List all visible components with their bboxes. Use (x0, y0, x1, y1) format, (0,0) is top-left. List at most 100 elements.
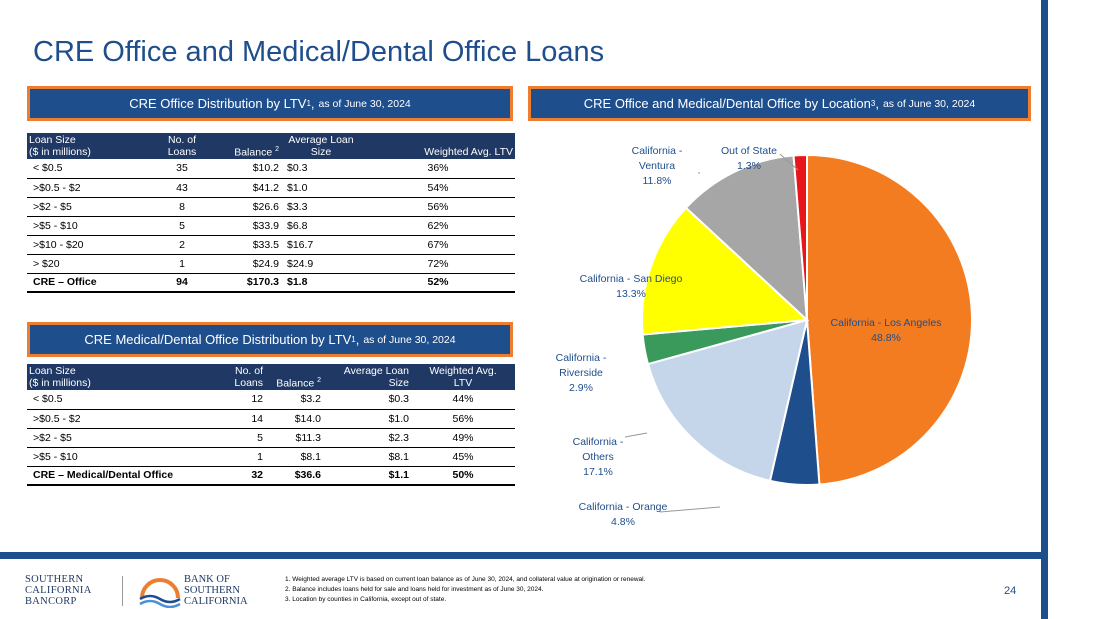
medical-cell-size: >$0.5 - $2 (27, 409, 197, 429)
office-cell-ltv: 52% (361, 273, 515, 293)
medical-cell-avg: $0.3 (323, 390, 411, 410)
medical-cell-size: >$5 - $10 (27, 447, 197, 467)
pie-slice-label: California - Los Angeles 48.8% (831, 317, 942, 344)
office-col-loans: No. of Loans (155, 133, 209, 159)
location-heading-sep: , (875, 96, 879, 111)
medical-cell-size: < $0.5 (27, 390, 197, 410)
pie-slice-label: California -Ventura 11.8% (632, 145, 683, 187)
medical-cell-avg: $2.3 (323, 428, 411, 448)
office-cell-balance: $26.6 (209, 197, 281, 217)
logo1-line: BANCORP (25, 596, 77, 607)
right-accent-bar (1041, 0, 1048, 619)
pie-slice (792, 153, 808, 321)
office-cell-ltv: 62% (361, 216, 515, 236)
office-heading-asof: as of June 30, 2024 (318, 97, 411, 110)
office-cell-balance: $33.5 (209, 235, 281, 255)
page-number: 24 (1004, 585, 1017, 597)
office-heading-sep: , (310, 96, 315, 111)
southern-california-bancorp-logo: SOUTHERN CALIFORNIA BANCORP (25, 574, 92, 607)
medical-table-row: >$0.5 - $2 14 $14.0 $1.0 56% (27, 409, 515, 429)
office-cell-avg: $24.9 (281, 254, 361, 274)
medical-cell-balance: $11.3 (265, 428, 323, 448)
footnote: 1. Weighted average LTV is based on curr… (285, 576, 646, 583)
office-ltv-table: Loan Size ($ in millions) No. of Loans Bal… (27, 133, 515, 293)
medical-cell-size: CRE – Medical/Dental Office (27, 466, 197, 486)
office-cell-ltv: 54% (361, 178, 515, 198)
office-cell-avg: $1.8 (281, 273, 361, 293)
office-cell-ltv: 56% (361, 197, 515, 217)
office-cell-size: < $0.5 (27, 159, 155, 179)
pie-slice (646, 318, 809, 482)
office-cell-avg: $16.7 (281, 235, 361, 255)
medical-heading-asof: as of June 30, 2024 (363, 333, 456, 346)
office-total-row: CRE – Office 94 $170.3 $1.8 52% (27, 273, 515, 293)
pie-slice-label: California -Riverside 2.9% (556, 352, 607, 394)
location-heading-sup: 3 (870, 99, 876, 108)
office-cell-avg: $0.3 (281, 159, 361, 179)
pie-leader-line (659, 506, 721, 513)
office-section-heading: CRE Office Distribution by LTV 1, as of J… (27, 86, 513, 121)
office-cell-size: CRE – Office (27, 273, 155, 293)
logo1-line: CALIFORNIA (25, 585, 92, 596)
medical-cell-balance: $3.2 (265, 390, 323, 410)
logo2-line: SOUTHERN (184, 585, 241, 596)
pie-leader-line (779, 153, 799, 171)
logo2-line: BANK OF (184, 574, 230, 585)
medical-cell-ltv: 50% (411, 466, 515, 486)
office-cell-size: >$0.5 - $2 (27, 178, 155, 198)
office-table-header: Loan Size ($ in millions) No. of Loans Bal… (27, 133, 515, 159)
office-cell-loans: 43 (155, 178, 209, 198)
medical-cell-ltv: 45% (411, 447, 515, 467)
footnote: 3. Location by counties in California, e… (285, 596, 447, 603)
logo1-line: SOUTHERN (25, 574, 84, 585)
bottom-accent-bar (0, 552, 1048, 559)
office-cell-avg: $6.8 (281, 216, 361, 236)
medical-cell-avg: $1.1 (323, 466, 411, 486)
medical-cell-balance: $36.6 (265, 466, 323, 486)
office-cell-balance: $24.9 (209, 254, 281, 274)
medical-table-header: Loan Size ($ in millions) No. of Loans Bal… (27, 364, 515, 390)
medical-col-ltv: Weighted Avg. LTV (411, 364, 515, 390)
bank-of-southern-california-logo: BANK OF SOUTHERN CALIFORNIA (184, 574, 248, 607)
medical-cell-size: >$2 - $5 (27, 428, 197, 448)
medical-col-loan-size: Loan Size ($ in millions) (27, 364, 197, 390)
pie-slice-label: California - Orange 4.8% (579, 501, 668, 528)
pie-slice (684, 154, 809, 323)
office-col-avg: Average Loan Size (281, 133, 361, 159)
office-table-row: >$5 - $10 5 $33.9 $6.8 62% (27, 216, 515, 236)
location-section-heading: CRE Office and Medical/Dental Office by … (528, 86, 1031, 121)
office-heading-sup: 1 (306, 99, 311, 108)
office-cell-size: > $20 (27, 254, 155, 274)
logo-divider (122, 576, 123, 606)
medical-cell-balance: $8.1 (265, 447, 323, 467)
medical-col-loans: No. of Loans (197, 364, 265, 390)
location-pie-chart: California - Los Angeles 48.8% California … (556, 145, 973, 528)
medical-cell-avg: $8.1 (323, 447, 411, 467)
office-cell-balance: $33.9 (209, 216, 281, 236)
pie-slice-label: California - San Diego 13.3% (580, 273, 683, 300)
medical-col-avg: Average Loan Size (323, 364, 411, 390)
office-table-row: > $20 1 $24.9 $24.9 72% (27, 254, 515, 274)
medical-cell-ltv: 44% (411, 390, 515, 410)
office-cell-avg: $3.3 (281, 197, 361, 217)
office-table-row: >$10 - $20 2 $33.5 $16.7 67% (27, 235, 515, 255)
medical-cell-loans: 5 (197, 428, 265, 448)
medical-ltv-table: Loan Size ($ in millions) No. of Loans Bal… (27, 364, 515, 486)
medical-cell-loans: 32 (197, 466, 265, 486)
office-cell-size: >$2 - $5 (27, 197, 155, 217)
office-cell-balance: $10.2 (209, 159, 281, 179)
pie-slice (806, 153, 973, 486)
bank-logo-icon (139, 578, 181, 608)
footnotes: 1. Weighted average LTV is based on curr… (285, 575, 645, 605)
office-heading-text: CRE Office Distribution by LTV (129, 96, 307, 111)
office-col-ltv: Weighted Avg. LTV (361, 133, 515, 159)
logo2-line: CALIFORNIA (184, 596, 248, 607)
location-heading-asof: as of June 30, 2024 (882, 97, 976, 110)
medical-table-row: >$2 - $5 5 $11.3 $2.3 49% (27, 428, 515, 448)
medical-section-heading: CRE Medical/Dental Office Distribution b… (27, 322, 513, 357)
office-cell-ltv: 36% (361, 159, 515, 179)
office-cell-loans: 1 (155, 254, 209, 274)
office-cell-loans: 8 (155, 197, 209, 217)
pie-slice-label: Out of State 1.3% (721, 145, 777, 172)
office-table-row: >$0.5 - $2 43 $41.2 $1.0 54% (27, 178, 515, 198)
